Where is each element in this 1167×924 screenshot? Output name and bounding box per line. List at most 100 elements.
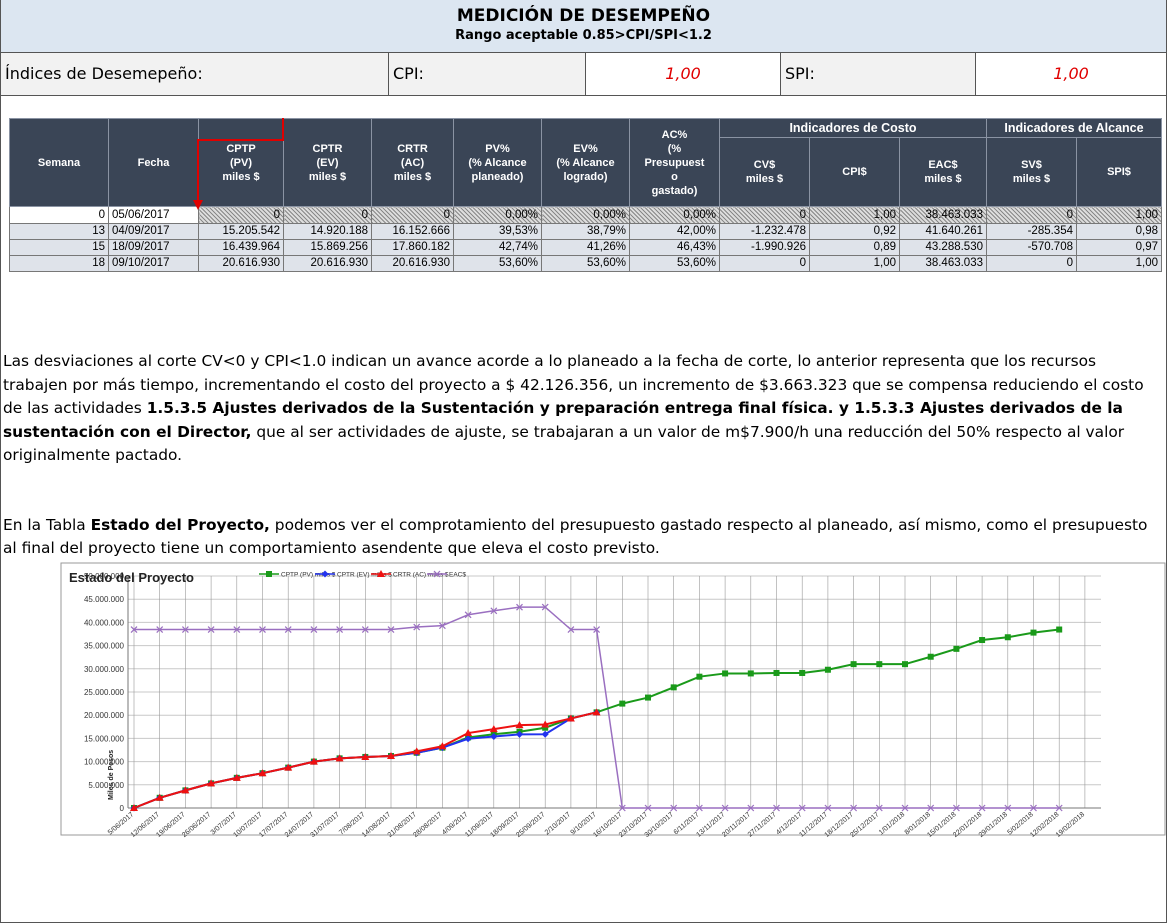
header-line: gastado) — [651, 184, 698, 197]
spi-label: SPI: — [781, 53, 976, 95]
header-line: o — [671, 170, 678, 183]
header-line: EAC$ — [928, 159, 958, 171]
marker — [258, 769, 267, 777]
marker — [232, 773, 241, 781]
cell: 20.616.930 — [283, 255, 372, 272]
column-header: AC% (% Presupuest o gastado) — [629, 118, 720, 207]
header-line: miles $ — [1012, 173, 1051, 185]
marker — [670, 804, 678, 812]
marker — [773, 804, 780, 812]
marker — [361, 752, 370, 760]
marker-stroke — [978, 804, 986, 812]
marker-stroke — [284, 626, 292, 633]
header: MEDICIÓN DE DESEMPEÑO Rango aceptable 0.… — [1, 0, 1166, 53]
header-line: EV% — [573, 142, 598, 155]
marker — [824, 666, 831, 673]
cell: 1,00 — [1076, 255, 1162, 272]
cell: 0,00% — [629, 206, 720, 224]
marker — [309, 757, 318, 765]
column-header: SPI$ — [1076, 137, 1162, 207]
marker-stroke — [952, 804, 960, 812]
legend-label: CRTR (AC) miles $ — [393, 572, 449, 579]
cell: 0,98 — [1076, 223, 1162, 240]
cell: 0 — [283, 206, 372, 224]
marker-stroke — [438, 622, 446, 630]
marker — [695, 804, 703, 812]
marker — [875, 804, 883, 812]
marker-stroke — [387, 626, 395, 633]
cell: 16.439.964 — [198, 239, 284, 256]
marker-stroke — [361, 626, 369, 633]
column-header: CPTP (PV) miles $ — [198, 118, 284, 207]
marker-stroke — [490, 607, 498, 615]
marker-stroke — [433, 570, 441, 578]
marker-stroke — [773, 804, 780, 812]
marker — [490, 607, 498, 615]
marker — [181, 626, 189, 633]
header-line: (EV) — [316, 156, 339, 169]
marker — [541, 720, 550, 728]
marker-stroke — [464, 611, 472, 619]
header-line: SV$ — [1021, 159, 1042, 171]
y-axis-title: Miles de Pesos — [108, 750, 115, 800]
header-line: CPTR — [312, 142, 343, 155]
marker-stroke — [644, 804, 652, 812]
marker-stroke — [901, 804, 909, 812]
marker — [592, 708, 601, 716]
cell: 0 — [719, 206, 810, 224]
y-tick-label: 5.000.000 — [88, 781, 124, 790]
header-line: AC% — [661, 128, 688, 141]
text-run: podemos ver el comprotamiento del presup… — [3, 515, 1148, 558]
marker-stroke — [181, 626, 189, 633]
marker — [747, 670, 754, 677]
column-header: CRTR (AC) miles $ — [371, 118, 454, 207]
marker — [515, 721, 524, 729]
marker-stroke — [670, 804, 678, 812]
marker — [1030, 804, 1037, 812]
marker-stroke — [1055, 804, 1063, 812]
y-tick-label: 10.000.000 — [84, 758, 125, 767]
marker — [721, 804, 729, 812]
header-line: CPI$ — [842, 166, 867, 178]
marker — [438, 622, 446, 630]
marker-stroke — [824, 804, 832, 812]
text-run: 1.5.3.5 Ajustes derivados de la Sustenta… — [3, 399, 1123, 441]
marker-stroke — [130, 626, 138, 633]
marker — [284, 626, 292, 633]
cell: 38.463.033 — [899, 255, 987, 272]
marker — [259, 626, 266, 633]
marker — [927, 653, 934, 660]
legend-label: EAC$ — [449, 572, 466, 579]
header-line: (PV) — [230, 156, 252, 169]
marker — [696, 673, 703, 680]
cell: 0 — [9, 206, 109, 224]
marker — [490, 733, 498, 741]
header-line: miles $ — [745, 173, 784, 185]
group-header: Indicadores de Costo — [719, 118, 987, 138]
marker — [489, 725, 498, 733]
column-header: EV% (% Alcance logrado) — [541, 118, 630, 207]
text-run: Las desviaciones al corte CV<0 y CPI<1.0… — [3, 352, 1144, 417]
marker — [850, 804, 858, 812]
marker — [464, 735, 472, 743]
marker-stroke — [618, 804, 626, 812]
marker — [413, 623, 421, 631]
header-row: CV$ miles $ CPI$ EAC$ miles $ SV$ miles $ SPI$ — [10, 137, 1162, 207]
marker — [155, 793, 164, 801]
y-tick-label: 35.000.000 — [84, 642, 125, 651]
chart-frame — [60, 562, 1166, 836]
y-tick-label: 40.000.000 — [84, 618, 125, 627]
marker — [516, 603, 523, 611]
marker — [207, 779, 216, 787]
marker — [876, 661, 883, 668]
paragraphs: Las desviaciones al corte CV<0 y CPI<1.0… — [3, 350, 1163, 607]
performance-table: Semana Fecha CPTP (PV) miles $ CPTR (EV) miles … — [9, 118, 1162, 272]
marker — [670, 684, 677, 691]
marker — [335, 754, 344, 762]
cell: 20.616.930 — [198, 255, 284, 272]
column-header: PV% (% Alcance planeado) — [453, 118, 542, 207]
marker — [798, 804, 806, 812]
marker — [516, 730, 523, 738]
cell: 04/09/2017 — [108, 223, 199, 240]
cell: 0,92 — [809, 223, 900, 240]
